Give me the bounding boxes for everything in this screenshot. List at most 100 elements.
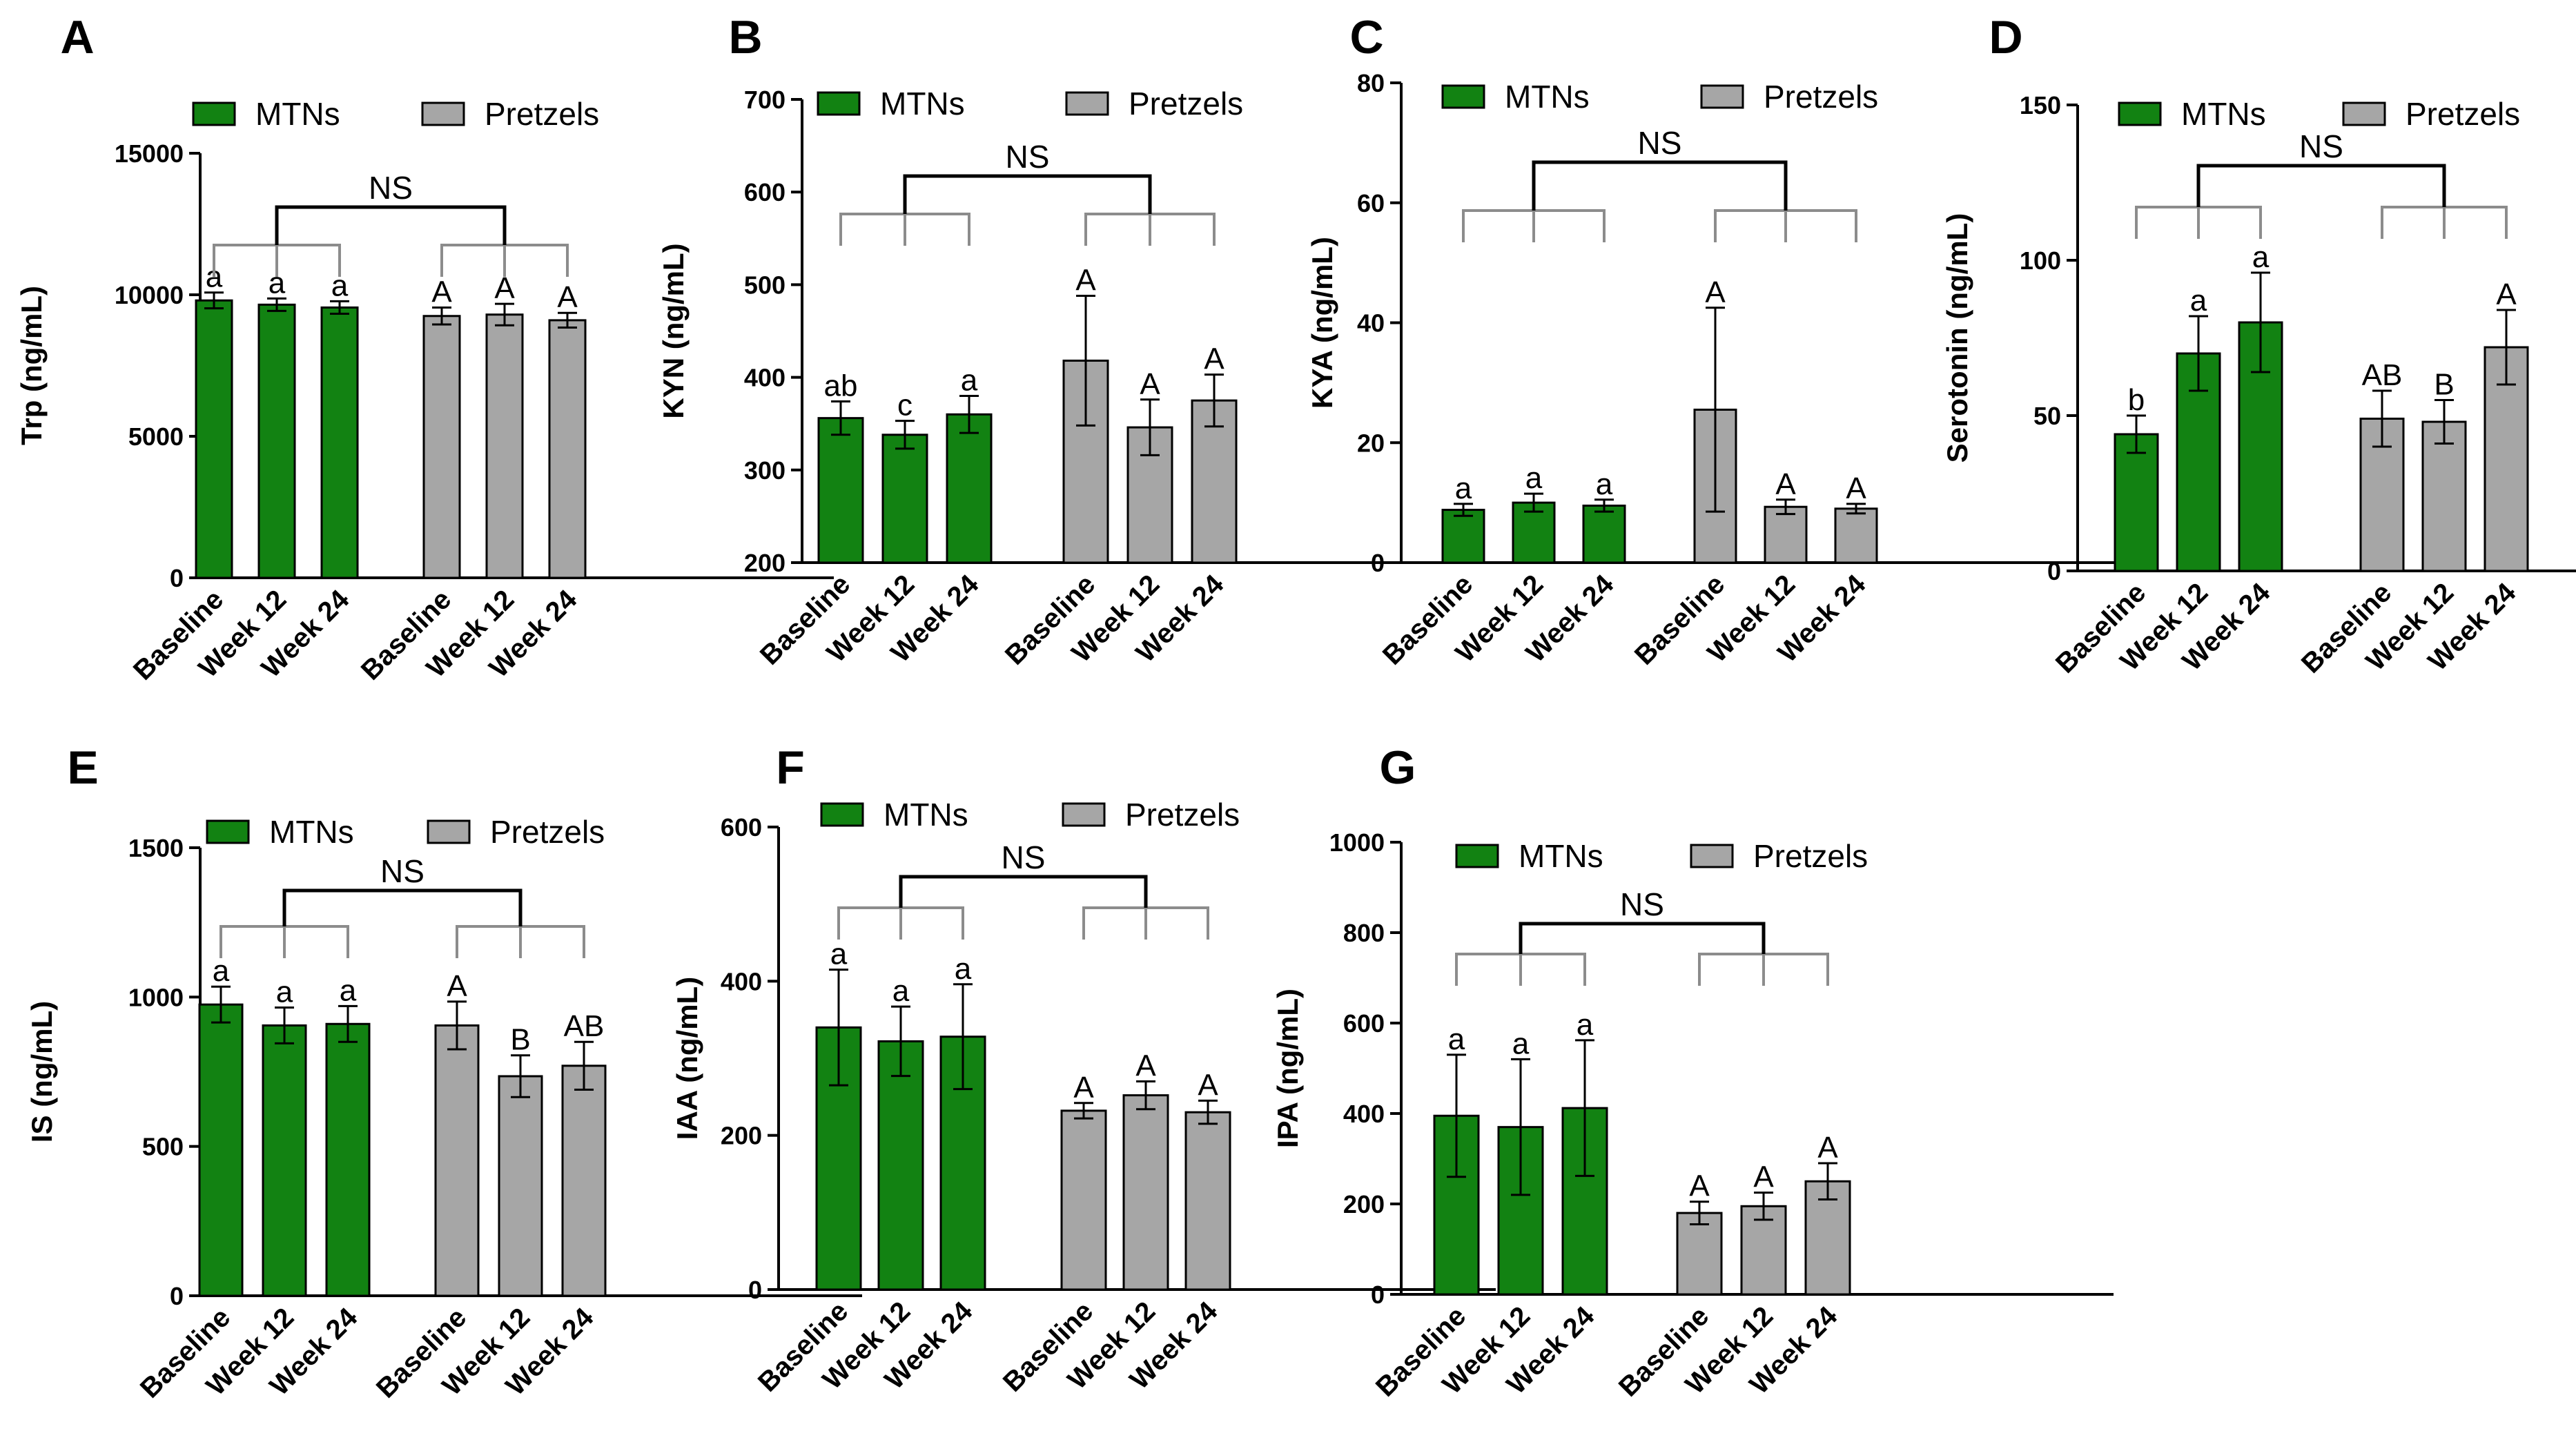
significance-letter: a — [276, 975, 293, 1009]
bar-mtns-0 — [195, 299, 233, 579]
ns-label: NS — [1620, 886, 1664, 922]
group-bracket-mtns — [839, 213, 970, 246]
legend-label: MTNs — [1505, 79, 1590, 115]
legend-label: MTNs — [884, 797, 968, 833]
y-tick-label: 600 — [1343, 1009, 1385, 1038]
significance-letter: A — [431, 275, 452, 309]
y-tick-label: 200 — [721, 1122, 762, 1150]
y-tick-label: 5000 — [128, 422, 184, 451]
group-bracket-mtns — [219, 925, 349, 958]
ns-label: NS — [380, 853, 425, 889]
legend-swatch-mtns — [817, 91, 861, 116]
legend-swatch-mtns — [1455, 844, 1499, 868]
significance-letter: A — [447, 969, 467, 1003]
y-tick-label: 1500 — [128, 834, 184, 862]
bar-mtns-2 — [325, 1022, 371, 1297]
bar-pretzels-2 — [1834, 507, 1878, 564]
legend-label: Pretzels — [1753, 838, 1868, 874]
legend-label: Pretzels — [1125, 797, 1240, 833]
bar-pretzels-2 — [548, 319, 587, 579]
legend-swatch-mtns — [1441, 84, 1485, 109]
y-tick-label: 100 — [2020, 246, 2061, 275]
panel-d: D 0 50 100 150 Serotonin (ng/mL) MTNs Pretzels b… — [1941, 11, 2576, 679]
panel-letter: D — [1989, 11, 2022, 64]
ns-bracket — [899, 875, 1148, 908]
y-tick-label: 0 — [1371, 549, 1385, 577]
bar-mtns-0 — [198, 1003, 244, 1297]
significance-letter: A — [1075, 264, 1096, 298]
significance-letter: a — [955, 952, 972, 986]
y-tick-label: 800 — [1343, 919, 1385, 947]
bar-mtns-1 — [881, 434, 928, 564]
y-tick-label: 500 — [744, 271, 786, 299]
ns-bracket — [275, 205, 507, 245]
significance-letter: A — [1140, 367, 1160, 401]
legend-swatch-pretzels — [1700, 84, 1744, 109]
panel-letter: G — [1380, 741, 1416, 794]
legend-swatch-pretzels — [421, 101, 465, 126]
bar-pretzels-1 — [485, 313, 524, 579]
y-axis-label: Trp (ng/mL) — [15, 286, 48, 445]
significance-letter: c — [897, 389, 913, 422]
significance-letter: A — [494, 271, 515, 305]
bar-mtns-2 — [946, 413, 993, 564]
group-bracket-pretzels — [1084, 213, 1216, 246]
y-tick-label: 1000 — [128, 983, 184, 1011]
y-tick-label: 700 — [744, 86, 786, 114]
legend-label: MTNs — [880, 86, 965, 121]
group-bracket-pretzels — [1714, 209, 1857, 242]
legend-label: Pretzels — [485, 96, 599, 132]
y-tick-label: 1000 — [1329, 828, 1385, 857]
y-tick-label: 0 — [170, 564, 184, 592]
significance-letter: a — [213, 954, 230, 988]
group-bracket-pretzels — [1698, 953, 1829, 986]
panel-letter: C — [1349, 11, 1383, 64]
y-axis-label: KYA (ng/mL) — [1306, 237, 1338, 409]
significance-letter: A — [1204, 342, 1224, 376]
panel-g: G 0 200 400 600 800 1000 IPA (ng/mL) MTNs Pretzel… — [1271, 741, 2114, 1403]
significance-letter: a — [1525, 461, 1543, 495]
y-tick-label: 0 — [2047, 557, 2061, 585]
significance-letter: a — [2252, 240, 2270, 274]
significance-letter: A — [1817, 1131, 1838, 1165]
y-tick-label: 0 — [1371, 1281, 1385, 1309]
panel-letter: B — [728, 11, 762, 64]
bar-mtns-1 — [257, 303, 296, 579]
legend-label: MTNs — [1519, 838, 1603, 874]
significance-letter: A — [1135, 1049, 1156, 1083]
legend-swatch-pretzels — [1062, 802, 1106, 827]
y-axis-label: IS (ng/mL) — [26, 1001, 58, 1142]
significance-letter: AB — [564, 1009, 605, 1043]
y-tick-label: 60 — [1357, 189, 1385, 217]
y-tick-label: 0 — [170, 1282, 184, 1310]
group-bracket-pretzels — [440, 244, 569, 277]
ns-bracket — [282, 888, 523, 926]
legend-swatch-pretzels — [2342, 101, 2386, 126]
ns-bracket — [1519, 922, 1766, 954]
ns-label: NS — [369, 170, 413, 206]
significance-letter: AB — [2362, 358, 2403, 392]
significance-letter: A — [1775, 467, 1796, 501]
group-bracket-mtns — [837, 906, 964, 940]
y-tick-label: 150 — [2020, 91, 2061, 119]
y-tick-label: 80 — [1357, 69, 1385, 97]
y-tick-label: 400 — [721, 967, 762, 995]
significance-letter: a — [2190, 284, 2207, 318]
significance-letter: A — [1198, 1068, 1218, 1102]
bar-pretzels-2 — [1191, 399, 1238, 564]
group-bracket-mtns — [213, 244, 341, 277]
significance-letter: a — [1512, 1027, 1530, 1060]
panel-letter: E — [67, 741, 98, 794]
y-tick-label: 500 — [142, 1133, 184, 1161]
legend-label: Pretzels — [1129, 86, 1243, 121]
legend-label: MTNs — [255, 96, 340, 132]
y-axis-label: KYN (ng/mL) — [657, 243, 690, 418]
significance-letter: a — [1448, 1022, 1465, 1056]
y-axis-label: IAA (ng/mL) — [671, 977, 703, 1140]
bar-mtns-0 — [1441, 509, 1485, 564]
significance-letter: a — [340, 973, 357, 1007]
bar-mtns-2 — [1582, 504, 1626, 564]
significance-letter: a — [961, 363, 978, 397]
bar-mtns-1 — [262, 1024, 307, 1297]
